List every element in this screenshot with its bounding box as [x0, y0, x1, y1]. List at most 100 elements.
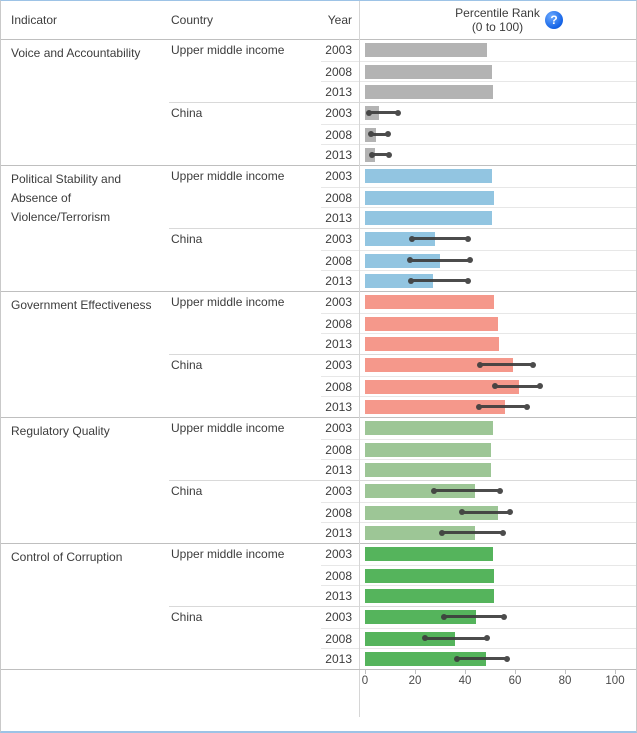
table-row: 2003 [321, 544, 636, 565]
country-group: Upper middle income 2003 2008 2013 [169, 544, 636, 606]
table-row: 2013 [321, 270, 636, 291]
axis-tick-label: 80 [558, 675, 572, 687]
percentile-bar[interactable] [365, 232, 435, 246]
axis-tick [465, 670, 466, 674]
country-group: China 2003 2008 2013 [169, 354, 636, 417]
percentile-bar[interactable] [365, 421, 493, 435]
percentile-bar[interactable] [365, 64, 492, 79]
year-rows: 2003 2008 2013 [321, 355, 636, 417]
year-label: 2003 [325, 421, 352, 435]
table-row: 2003 [321, 418, 636, 439]
percentile-bar[interactable] [365, 379, 519, 394]
country-label: Upper middle income [171, 547, 285, 561]
percentile-bar[interactable] [365, 568, 494, 583]
bar-cell [359, 503, 636, 523]
year-rows: 2003 2008 2013 [321, 481, 636, 543]
country-groups: Upper middle income 2003 2008 2013 China 2003… [169, 40, 636, 165]
year-label: 2008 [325, 631, 352, 646]
percentile-bar[interactable] [365, 400, 505, 415]
percentile-bar[interactable] [365, 169, 492, 183]
percentile-bar[interactable] [365, 295, 494, 309]
year-label: 2013 [325, 211, 352, 226]
year-label: 2013 [325, 400, 352, 415]
percentile-bar[interactable] [365, 505, 498, 520]
table-row: 2013 [321, 81, 636, 102]
bar-cell [359, 229, 636, 250]
percentile-bar[interactable] [365, 631, 455, 646]
year-rows: 2003 2008 2013 [321, 166, 636, 228]
bar-cell [359, 251, 636, 271]
percentile-bar[interactable] [365, 85, 493, 100]
indicator-section: Regulatory Quality Upper middle income 200… [1, 417, 636, 543]
indicator-section: Political Stability and Absence of Viole… [1, 165, 636, 291]
percentile-bar[interactable] [365, 337, 499, 352]
bar-cell [359, 440, 636, 460]
table-row: 2003 [321, 229, 636, 250]
year-rows: 2003 2008 2013 [321, 229, 636, 291]
percentile-bar[interactable] [365, 526, 475, 541]
percentile-bar[interactable] [365, 358, 513, 372]
indicator-label: Control of Corruption [11, 550, 123, 564]
country-label: Upper middle income [171, 295, 285, 309]
x-axis: 0 20 40 60 80 100 [1, 669, 636, 700]
percentile-rank-subtitle: (0 to 100) [471, 20, 524, 34]
indicator-column-header: Indicator [11, 13, 58, 27]
table-row: 2008 [321, 627, 636, 649]
bar-cell [359, 40, 636, 61]
error-bar [476, 361, 536, 368]
percentile-bar[interactable] [365, 589, 494, 604]
table-row: 2003 [321, 607, 636, 628]
country-label: Upper middle income [171, 43, 285, 57]
country-label: China [171, 484, 203, 498]
bar-cell [359, 586, 636, 606]
percentile-bar[interactable] [365, 253, 440, 268]
bar-cell [359, 397, 636, 417]
indicator-label: Political Stability and Absence of Viole… [11, 172, 122, 224]
table-row: 2008 [321, 312, 636, 334]
bar-cell [359, 418, 636, 439]
percentile-bar[interactable] [365, 190, 494, 205]
year-label: 2003 [325, 484, 352, 498]
percentile-bar[interactable] [365, 484, 475, 498]
year-label: 2003 [325, 232, 352, 246]
country-column-header: Country [171, 13, 214, 27]
country-label: Upper middle income [171, 421, 285, 435]
table-row: 2008 [321, 60, 636, 82]
bar-cell [359, 523, 636, 543]
table-row: 2003 [321, 481, 636, 502]
error-bar [408, 277, 471, 284]
country-label: China [171, 232, 203, 246]
table-row: 2003 [321, 103, 636, 124]
percentile-bar[interactable] [365, 442, 491, 457]
percentile-bar[interactable] [365, 547, 493, 561]
percentile-bar[interactable] [365, 211, 492, 226]
percentile-bar[interactable] [365, 463, 491, 478]
country-groups: Upper middle income 2003 2008 2013 China 2003… [169, 418, 636, 543]
table-row: 2008 [321, 123, 636, 145]
table-row: 2008 [321, 501, 636, 523]
year-rows: 2003 2008 2013 [321, 40, 636, 102]
table-row: 2008 [321, 186, 636, 208]
bar-cell [359, 566, 636, 586]
indicator-label: Government Effectiveness [11, 298, 152, 312]
year-label: 2003 [325, 43, 352, 57]
year-label: 2013 [325, 652, 352, 667]
percentile-bar[interactable] [365, 316, 498, 331]
year-label: 2003 [325, 358, 352, 372]
table-row: 2013 [321, 648, 636, 669]
error-bar [459, 509, 514, 516]
year-label: 2013 [325, 463, 352, 478]
percentile-bar[interactable] [365, 610, 477, 624]
bar-cell [359, 82, 636, 102]
table-row: 2013 [321, 207, 636, 228]
table-row: 2013 [321, 144, 636, 165]
percentile-bar[interactable] [365, 274, 433, 289]
table-row: 2008 [321, 564, 636, 586]
year-column-header: Year [327, 13, 352, 27]
percentile-bar[interactable] [365, 43, 488, 57]
country-group: China 2003 2008 2013 [169, 480, 636, 543]
bar-cell [359, 481, 636, 502]
bar-cell [359, 649, 636, 669]
help-icon[interactable]: ? [545, 11, 563, 29]
